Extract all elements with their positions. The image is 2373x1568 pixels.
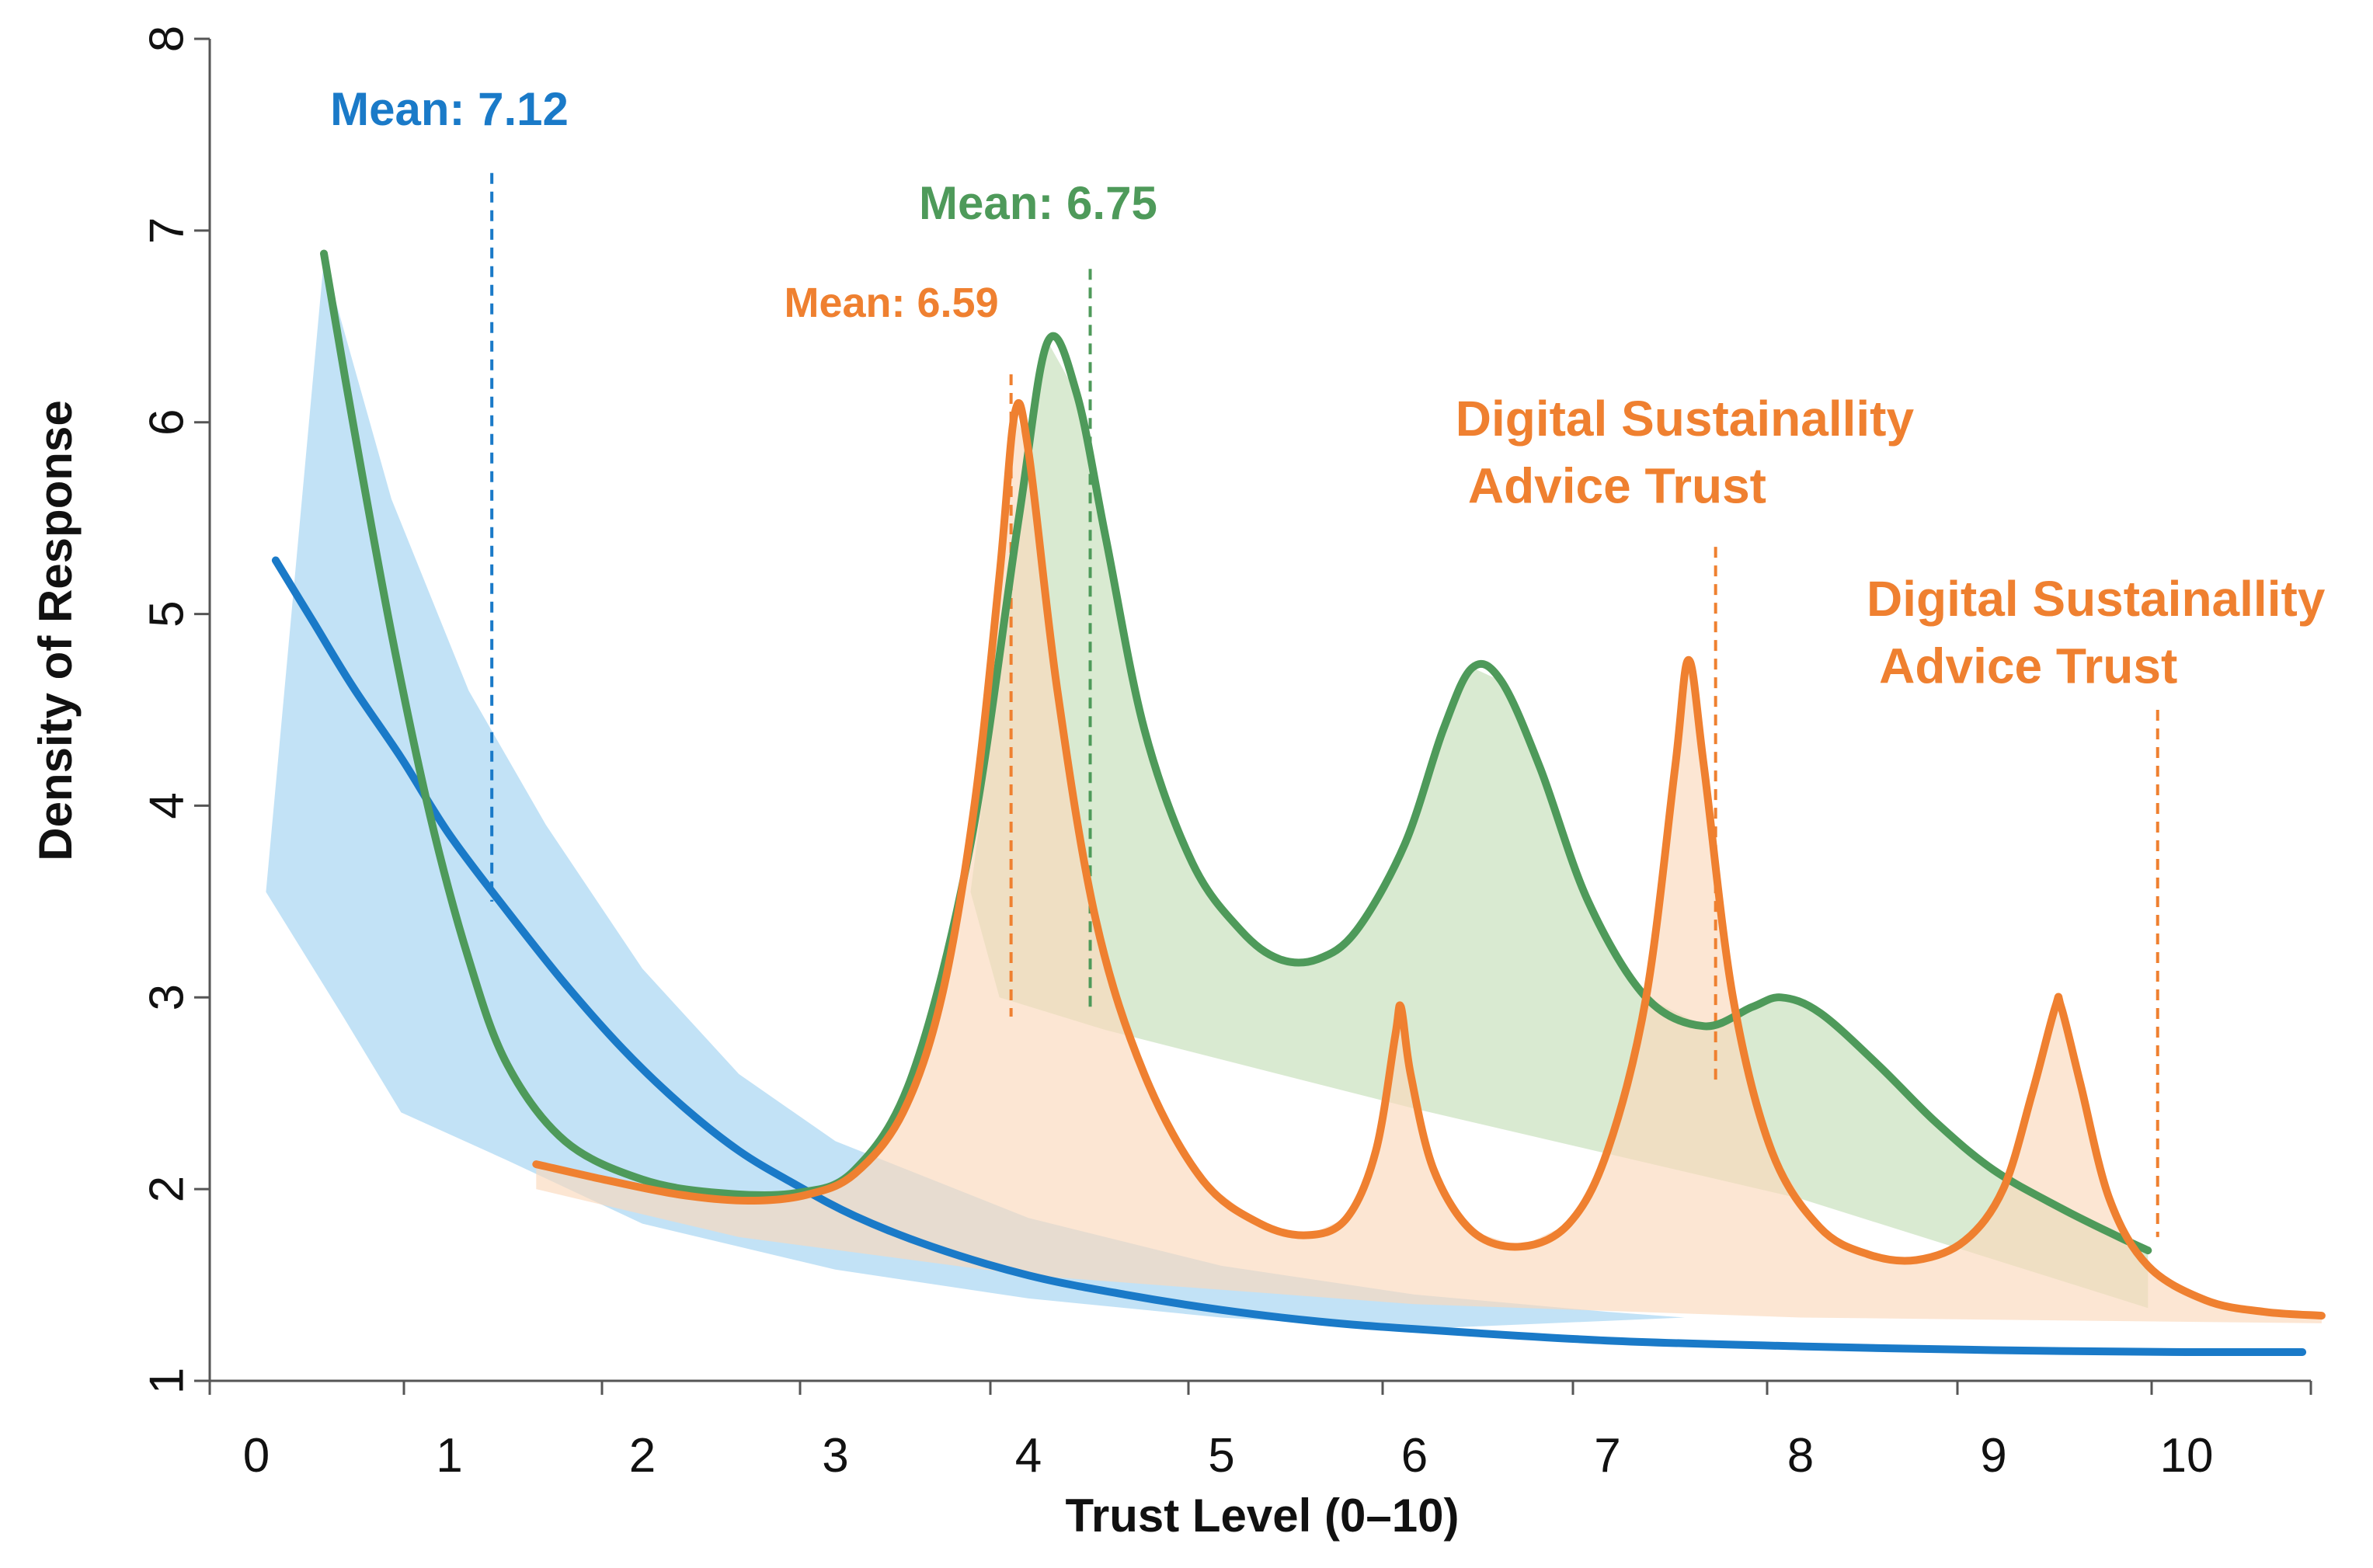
annotations: Mean: 7.12 Mean: 6.75 Mean: 6.59 Digital Su… bbox=[330, 83, 2326, 694]
x-tick-label: 0 bbox=[243, 1429, 270, 1483]
orange-band bbox=[536, 412, 2322, 1323]
annotation-label: Mean: 7.12 bbox=[330, 83, 569, 135]
green-density-curve bbox=[320, 249, 2152, 1255]
blue-density-curve bbox=[271, 556, 2307, 1357]
blue-band bbox=[266, 259, 1685, 1330]
annotation-label: Mean: 6.59 bbox=[785, 280, 999, 326]
x-tick-label: 4 bbox=[1015, 1429, 1042, 1483]
x-tick-label: 6 bbox=[1401, 1429, 1428, 1483]
x-tick-label: 1 bbox=[436, 1429, 462, 1483]
orange-density-curve bbox=[532, 399, 2326, 1320]
annotation-label: Digital Sustainallity bbox=[1867, 571, 2326, 627]
y-tick-label: 5 bbox=[141, 600, 194, 627]
y-tick-label: 7 bbox=[141, 217, 194, 244]
density-curves bbox=[271, 249, 2326, 1357]
y-axis-title: Density of Response bbox=[30, 400, 82, 860]
y-tick-label: 6 bbox=[141, 409, 194, 435]
x-tick-label: 7 bbox=[1594, 1429, 1620, 1483]
x-tick-label: 8 bbox=[1787, 1429, 1814, 1483]
x-tick-label: 5 bbox=[1208, 1429, 1234, 1483]
y-tick-label: 2 bbox=[141, 1176, 194, 1202]
annotation-label: Advice Trust bbox=[1468, 457, 1766, 513]
y-tick-label: 4 bbox=[141, 792, 194, 819]
x-axis-title: Trust Level (0–10) bbox=[1066, 1490, 1460, 1542]
y-tick-label: 3 bbox=[141, 984, 194, 1010]
x-tick-label: 3 bbox=[822, 1429, 848, 1483]
annotation-label: Mean: 6.75 bbox=[919, 177, 1157, 229]
x-axis-ticks: 0 1 2 3 4 5 6 7 8 9 10 bbox=[208, 1381, 2312, 1483]
annotation-label: Digital Sustainallity bbox=[1456, 391, 1915, 447]
annotation-label: Advice Trust bbox=[1879, 638, 2177, 694]
y-tick-label: 8 bbox=[141, 26, 194, 52]
y-axis-ticks: 1 2 3 4 5 6 7 8 bbox=[141, 26, 210, 1394]
y-tick-label: 1 bbox=[141, 1368, 194, 1394]
x-tick-label: 10 bbox=[2160, 1429, 2214, 1483]
x-tick-label: 2 bbox=[629, 1429, 656, 1483]
x-tick-label: 9 bbox=[1980, 1429, 2006, 1483]
